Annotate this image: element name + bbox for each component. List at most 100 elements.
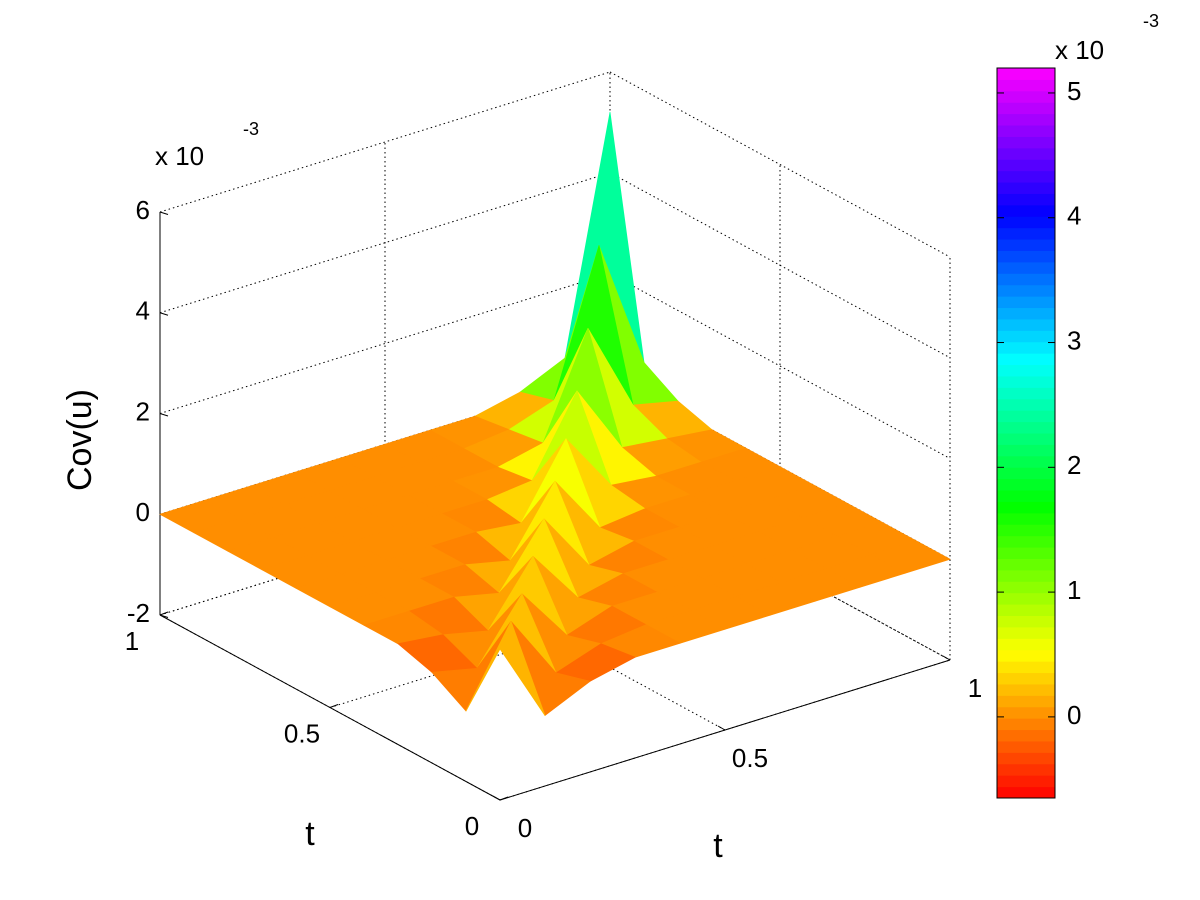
x-tick-label: 0	[518, 813, 532, 843]
colorbar-swatch	[997, 261, 1055, 274]
colorbar-swatch	[997, 455, 1055, 468]
colorbar-tick-label: 1	[1067, 575, 1081, 605]
colorbar-swatch	[997, 364, 1055, 377]
colorbar-swatch	[997, 375, 1055, 388]
colorbar-swatch	[997, 672, 1055, 685]
grid-line	[159, 273, 611, 414]
colorbar-swatch	[997, 444, 1055, 457]
colorbar-swatch	[997, 501, 1055, 514]
colorbar-swatch	[997, 604, 1055, 616]
colorbar-swatch	[997, 626, 1055, 639]
colorbar-swatch	[997, 204, 1055, 217]
colorbar-swatch	[997, 250, 1055, 263]
colorbar-swatch	[997, 113, 1055, 126]
colorbar-tick-label: 2	[1067, 450, 1081, 480]
colorbar-swatch	[997, 592, 1055, 605]
z-tick-label: 2	[136, 396, 150, 426]
colorbar-swatch	[997, 569, 1055, 582]
grid-line	[159, 71, 611, 213]
colorbar-tick-label: 5	[1067, 76, 1081, 106]
tick-mark	[159, 211, 169, 215]
colorbar-swatch	[997, 535, 1055, 548]
colorbar-swatch	[997, 102, 1055, 115]
colorbar-swatch	[997, 170, 1055, 183]
colorbar-swatch	[997, 330, 1055, 343]
x-axis-line	[499, 659, 951, 801]
colorbar-swatch	[997, 79, 1055, 92]
colorbar-swatch	[997, 558, 1055, 571]
colorbar-swatch	[997, 615, 1055, 628]
colorbar-swatch	[997, 490, 1055, 502]
tick-mark	[159, 413, 169, 417]
colorbar-tick-label: 4	[1067, 201, 1081, 231]
colorbar-swatch	[997, 239, 1055, 251]
colorbar-swatch	[997, 193, 1055, 206]
z-tick-label: 0	[136, 497, 150, 527]
colorbar-swatch	[997, 182, 1055, 194]
z-tick-label: -2	[127, 598, 150, 628]
colorbar-swatch	[997, 649, 1055, 662]
tick-mark	[717, 725, 726, 731]
colorbar-swatch	[997, 296, 1055, 309]
z-multiplier-exponent: -3	[243, 119, 259, 139]
x-tick-label: 1	[968, 673, 982, 703]
z-multiplier: x 10	[155, 141, 204, 171]
colorbar-swatch	[997, 786, 1055, 799]
colorbar-swatch	[997, 729, 1055, 742]
y-tick-label: 0	[465, 811, 479, 841]
colorbar-tick-label: 3	[1067, 325, 1081, 355]
colorbar-swatch	[997, 341, 1055, 354]
colorbar-swatch	[997, 740, 1055, 753]
colorbar-frame	[996, 67, 1056, 799]
colorbar-swatch	[997, 387, 1055, 400]
colorbar-swatch	[997, 524, 1055, 537]
colorbar-swatch	[997, 467, 1055, 480]
tick-mark	[159, 611, 169, 616]
colorbar-swatch	[997, 547, 1055, 559]
z-tick-label: 6	[136, 195, 150, 225]
colorbar-swatch	[997, 68, 1055, 80]
tick-mark	[159, 312, 169, 316]
colorbar-swatch	[997, 421, 1055, 434]
tick-mark	[942, 655, 951, 661]
colorbar-swatch	[997, 147, 1055, 160]
grid-line	[159, 172, 611, 314]
x-tick-label: 0.5	[732, 743, 768, 773]
colorbar-swatch	[997, 752, 1055, 765]
colorbar-swatch	[997, 683, 1055, 696]
colorbar-swatch	[997, 581, 1055, 594]
colorbar-swatch	[997, 718, 1055, 731]
colorbar-swatch	[997, 410, 1055, 423]
colorbar-swatch	[997, 638, 1055, 651]
colorbar-swatch	[997, 125, 1055, 137]
grid-line	[609, 273, 951, 459]
grid-line	[609, 71, 951, 258]
y-axis-label: t	[305, 815, 315, 853]
colorbar-swatch	[997, 695, 1055, 708]
colorbar-swatch	[997, 90, 1055, 103]
colorbar-swatch	[997, 273, 1055, 286]
tick-mark	[329, 704, 339, 708]
colorbar-swatch	[997, 353, 1055, 366]
colorbar-swatch	[997, 318, 1055, 331]
colorbar-swatch	[997, 216, 1055, 229]
colorbar-swatch	[997, 284, 1055, 297]
z-axis-label: Cov(u)	[61, 389, 99, 491]
colorbar-swatch	[997, 512, 1055, 525]
z-tick-label: 4	[136, 296, 150, 326]
colorbar-swatch	[997, 159, 1055, 172]
x-axis-label: t	[713, 827, 723, 865]
colorbar-multiplier: x 10	[1055, 35, 1104, 65]
colorbar-swatch	[997, 706, 1055, 719]
colorbar-swatch	[997, 775, 1055, 788]
surface-patch	[465, 621, 546, 716]
colorbar-swatch	[997, 763, 1055, 776]
y-tick-label: 1	[125, 626, 139, 656]
y-axis-line	[159, 614, 501, 801]
colorbar-multiplier-exponent: -3	[1143, 11, 1159, 31]
colorbar-swatch	[997, 661, 1055, 674]
colorbar-tick-label: 0	[1067, 700, 1081, 730]
colorbar-swatch	[997, 307, 1055, 320]
y-tick-label: 0.5	[284, 718, 320, 748]
